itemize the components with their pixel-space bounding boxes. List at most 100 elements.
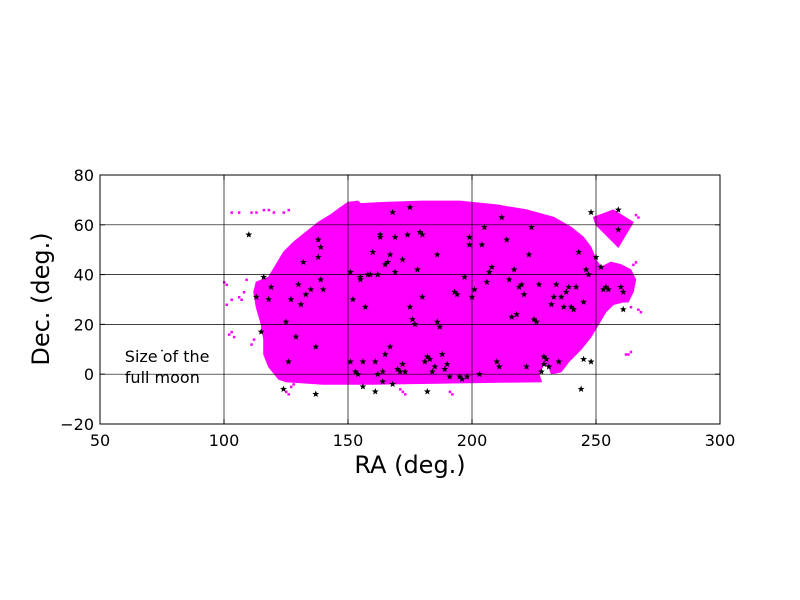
star-marker [619, 288, 627, 295]
footprint-point [250, 211, 253, 214]
star-marker [312, 390, 320, 398]
star-marker [285, 358, 292, 365]
star-marker [347, 358, 354, 365]
star-marker [597, 263, 605, 271]
star-marker [587, 358, 595, 365]
star-marker [438, 350, 446, 358]
star-marker [431, 363, 439, 370]
star-marker [416, 228, 424, 236]
star-marker [508, 313, 516, 320]
footprint-point [624, 353, 628, 356]
footprint-point [637, 216, 640, 219]
star-marker [547, 300, 555, 308]
star-marker [580, 298, 588, 305]
star-marker [423, 353, 431, 360]
plot-area [100, 175, 720, 424]
star-marker [391, 233, 399, 241]
star-marker [557, 293, 565, 300]
footprint-point [227, 333, 231, 336]
star-marker [294, 280, 302, 288]
x-tick-label: 200 [457, 431, 488, 450]
star-marker [523, 363, 530, 370]
footprint-point [255, 211, 258, 214]
star-marker [587, 208, 595, 216]
star-marker [463, 373, 471, 380]
star-marker [352, 368, 359, 375]
y-tick-label: 40 [74, 266, 94, 285]
footprint-point [629, 305, 633, 309]
star-marker [478, 241, 486, 248]
star-marker [260, 273, 268, 280]
star-marker [483, 278, 491, 285]
footprint-point [250, 343, 253, 346]
star-marker [480, 223, 488, 231]
star-marker [530, 315, 538, 323]
star-marker [528, 223, 535, 231]
footprint-point [282, 211, 286, 214]
star-marker [381, 350, 389, 358]
x-tick-label: 300 [705, 431, 736, 450]
star-marker [317, 243, 325, 251]
star-marker [580, 355, 588, 363]
footprint-point [632, 263, 635, 267]
star-marker [451, 288, 459, 295]
star-marker [414, 266, 421, 273]
star-marker [513, 310, 521, 318]
y-tick-label: 80 [74, 166, 94, 185]
y-tick-label: 20 [74, 315, 94, 334]
star-marker [443, 360, 451, 368]
footprint-point [242, 291, 246, 294]
star-marker [540, 353, 548, 360]
star-marker [314, 253, 322, 261]
star-marker [282, 318, 290, 325]
footprint-point [289, 385, 293, 389]
survey-footprint-patch [592, 209, 634, 249]
star-marker [406, 303, 414, 310]
star-marker [560, 303, 568, 310]
y-tick-label: −20 [60, 415, 94, 434]
star-marker [406, 203, 414, 211]
star-marker [418, 231, 426, 238]
star-marker [317, 275, 325, 283]
y-tick-label: 60 [74, 216, 94, 235]
star-marker [540, 360, 548, 368]
star-marker [518, 280, 526, 288]
data-layer [161, 200, 643, 398]
footprint-point [262, 208, 266, 212]
star-marker [389, 380, 397, 388]
star-marker [572, 283, 580, 290]
star-marker [297, 300, 305, 308]
star-marker [461, 273, 468, 280]
footprint-point [245, 278, 248, 282]
star-marker [453, 290, 461, 298]
star-marker [399, 360, 406, 368]
star-marker [267, 283, 275, 290]
star-marker [562, 288, 570, 295]
star-marker [498, 213, 506, 221]
footprint-point [451, 393, 454, 396]
footprint-point [448, 390, 452, 394]
star-marker [361, 303, 369, 310]
y-tick-label: 0 [84, 365, 94, 384]
star-marker [409, 315, 416, 323]
star-marker [376, 233, 384, 241]
footprint-point [237, 296, 241, 299]
star-marker [356, 275, 364, 283]
footprint-point [634, 261, 638, 264]
star-marker [565, 283, 573, 290]
footprint-point [225, 303, 228, 306]
star-marker [381, 261, 389, 268]
star-marker [446, 373, 454, 380]
star-marker [252, 293, 260, 300]
footprint-point [639, 310, 643, 314]
x-tick-label: 250 [581, 431, 612, 450]
star-marker [349, 295, 357, 303]
footprint-point [627, 353, 630, 356]
star-marker [466, 241, 473, 248]
star-marker [418, 293, 426, 300]
star-marker [423, 388, 431, 395]
star-marker [399, 256, 406, 263]
star-marker [299, 258, 307, 266]
star-marker [292, 333, 300, 340]
